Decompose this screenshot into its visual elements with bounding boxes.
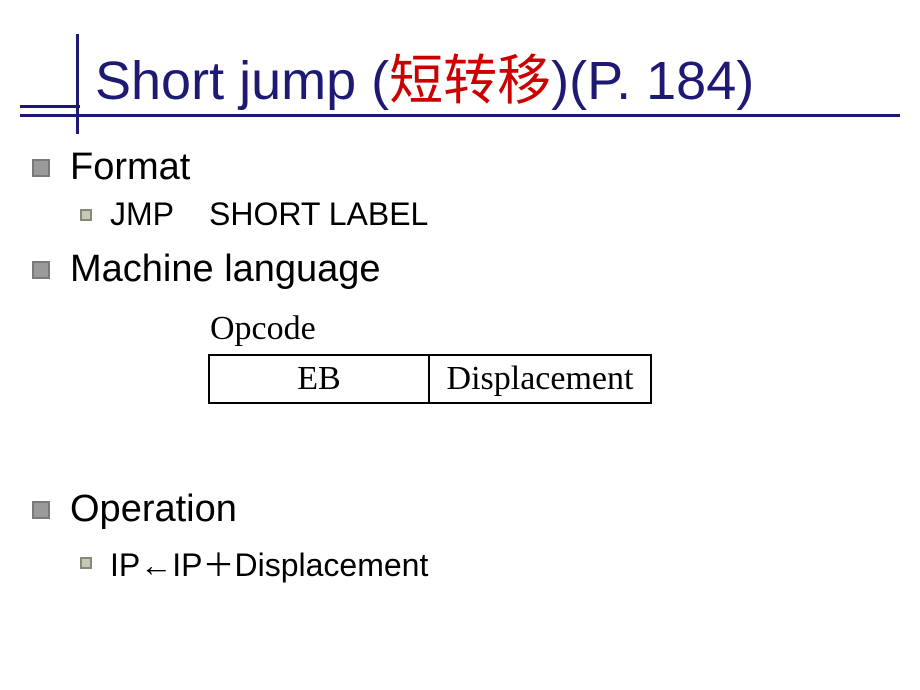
bullet-icon	[32, 501, 50, 519]
section-operation-sub: IP←IP＋Displacement	[80, 540, 428, 586]
title-prefix: Short jump (	[95, 51, 389, 111]
format-label: Format	[70, 146, 190, 189]
bullet-icon	[80, 557, 92, 569]
section-machine: Machine language	[32, 248, 381, 291]
section-format-sub: JMP SHORT LABEL	[80, 196, 428, 233]
operation-sub-text: IP←IP＋Displacement	[110, 540, 428, 586]
title-suffix: )(P. 184)	[551, 51, 754, 111]
bullet-icon	[80, 209, 92, 221]
cell-displacement: Displacement	[429, 355, 651, 403]
operation-label: Operation	[70, 488, 237, 531]
title-short-line	[20, 105, 80, 108]
table-row: EB Displacement	[209, 355, 651, 403]
slide-title: Short jump (短转移)(P. 184)	[95, 36, 754, 115]
title-vertical-line	[76, 34, 79, 134]
section-format: Format	[32, 146, 190, 189]
opcode-label: Opcode	[210, 310, 316, 348]
opcode-table: EB Displacement	[208, 354, 652, 404]
title-cn: 短转移	[389, 51, 551, 111]
slide: Short jump (短转移)(P. 184) Format JMP SHOR…	[0, 0, 920, 690]
section-operation: Operation	[32, 488, 237, 531]
machine-label: Machine language	[70, 248, 381, 291]
cell-opcode: EB	[209, 355, 429, 403]
format-sub-text: JMP SHORT LABEL	[110, 196, 428, 233]
bullet-icon	[32, 261, 50, 279]
bullet-icon	[32, 159, 50, 177]
